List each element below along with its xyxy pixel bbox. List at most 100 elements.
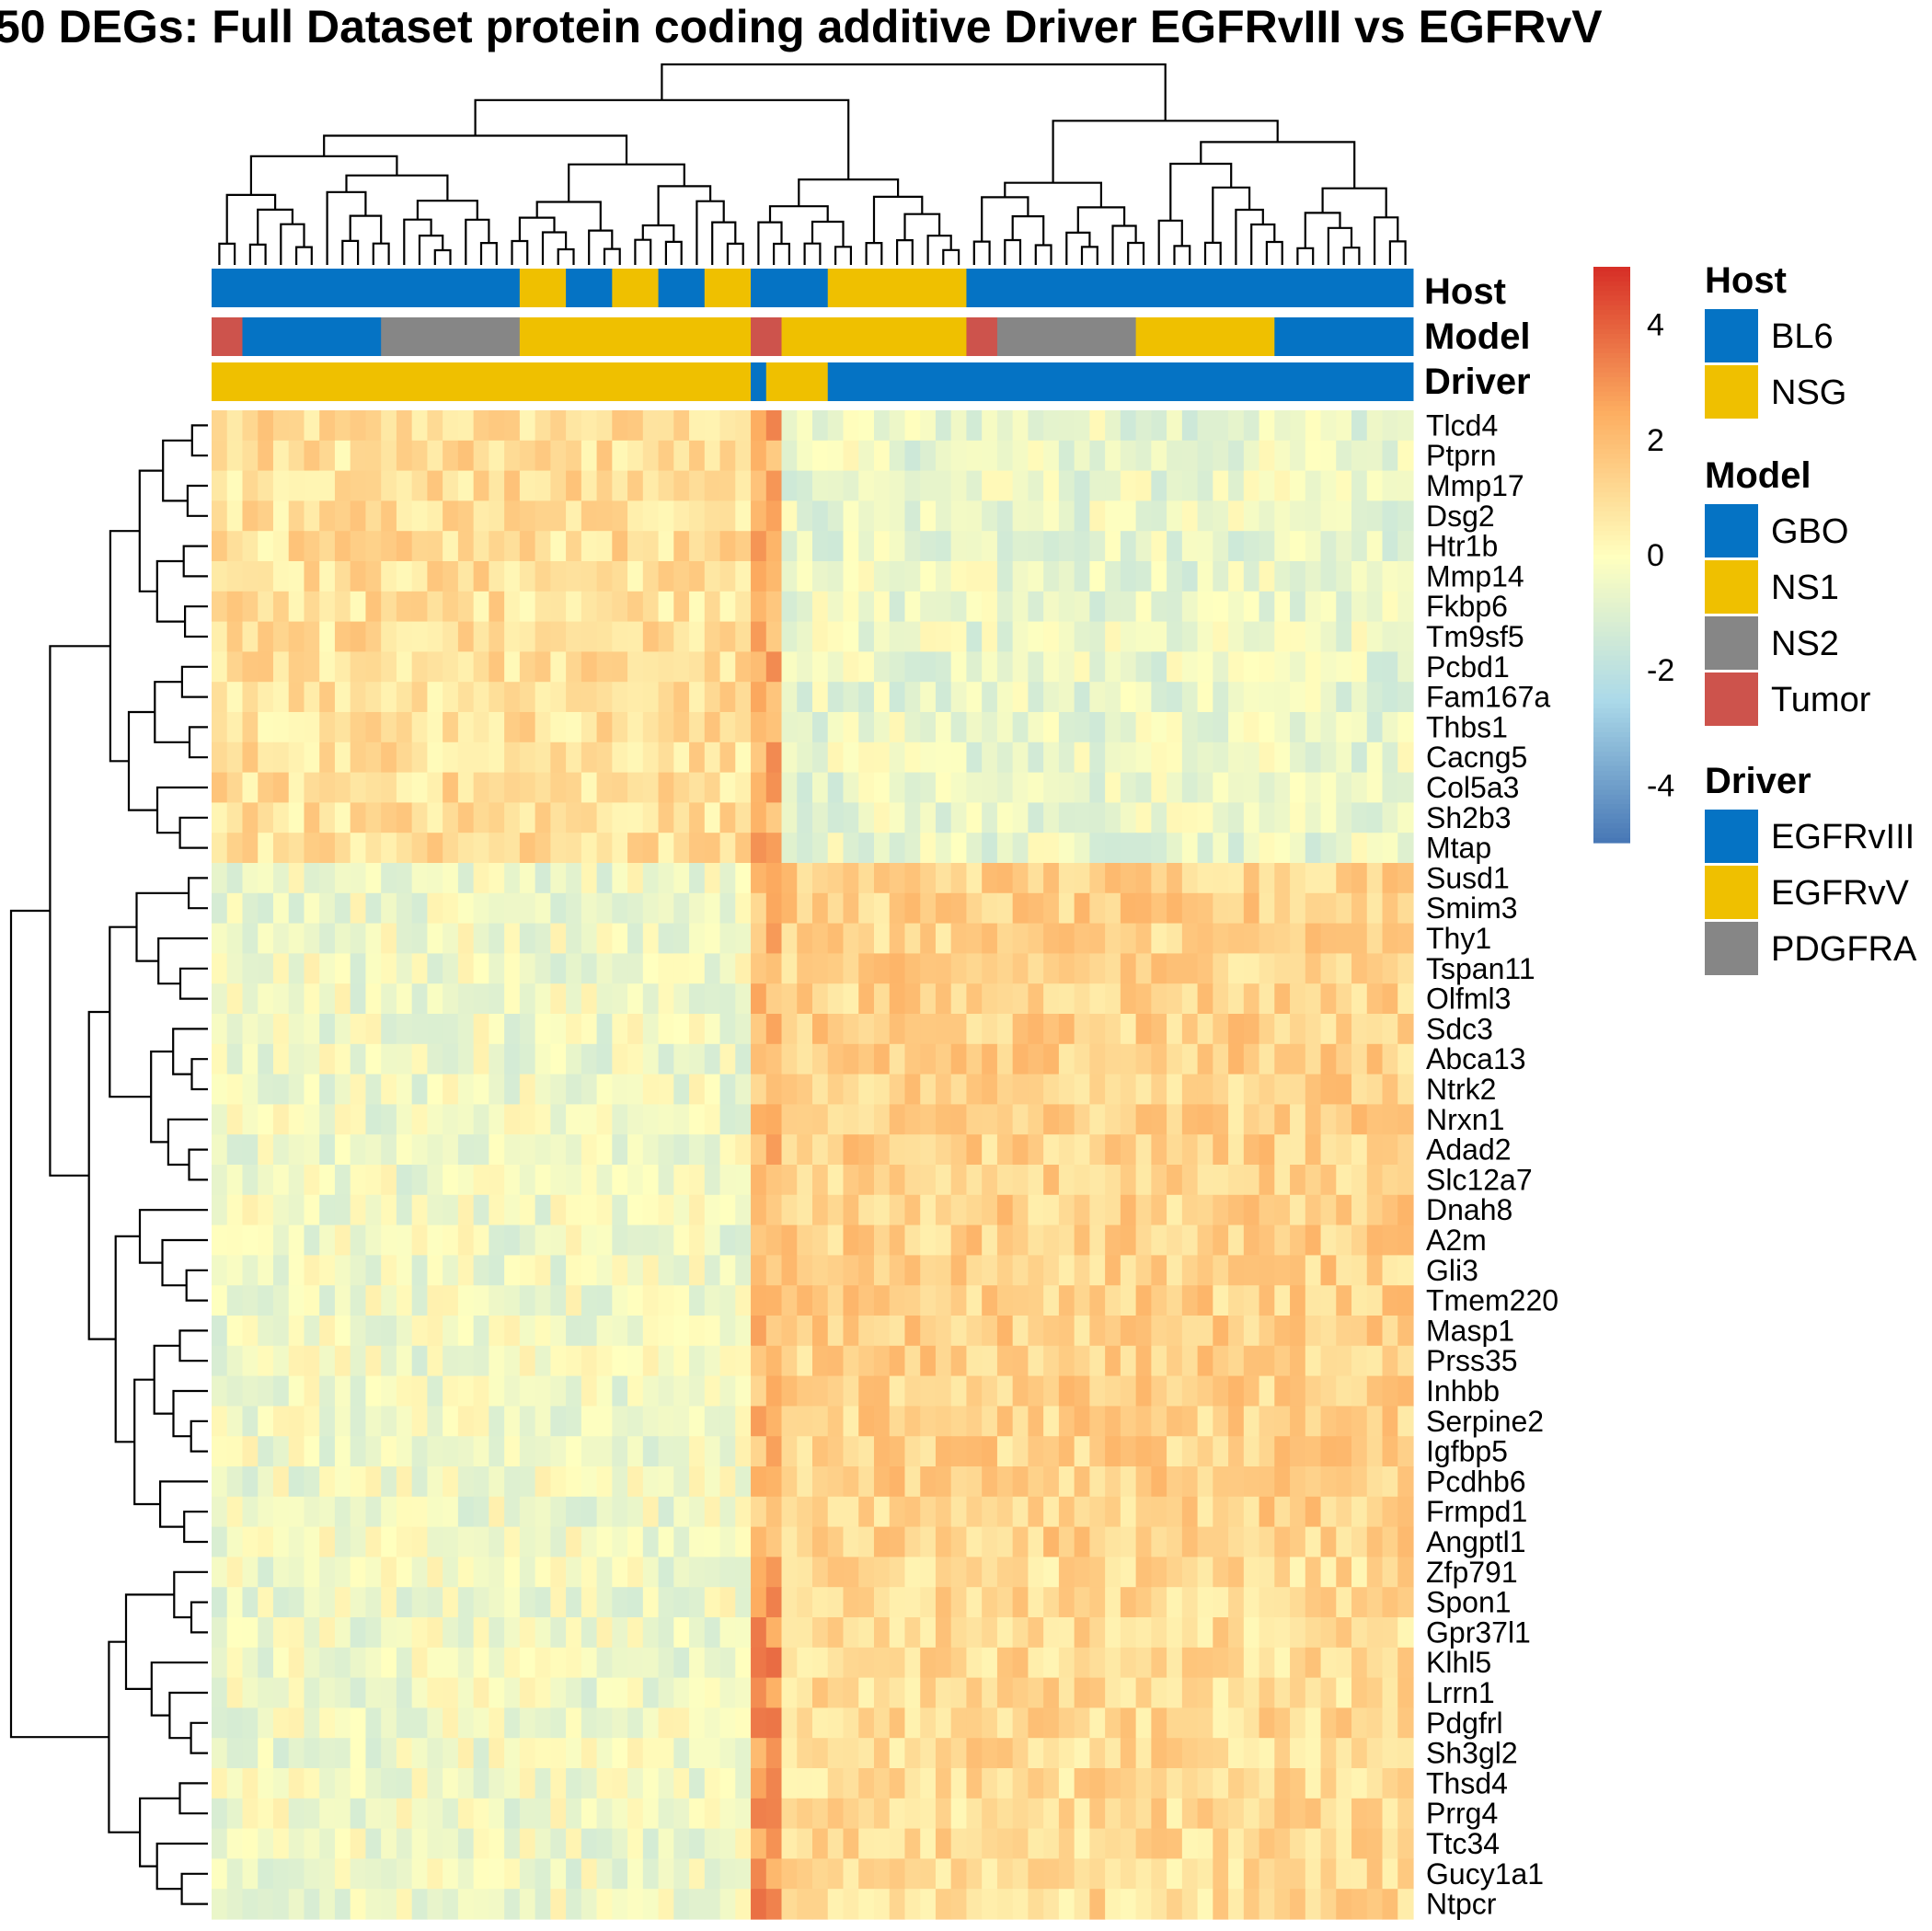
heatmap-cell <box>288 1134 305 1166</box>
heatmap-cell <box>1197 682 1213 713</box>
heatmap-cell <box>365 1738 382 1769</box>
heatmap-cell <box>1167 923 1183 954</box>
heatmap-cell <box>1043 1436 1060 1467</box>
heatmap-cell <box>1382 561 1398 592</box>
heatmap-cell <box>1181 1436 1199 1467</box>
heatmap-cell <box>704 1255 721 1286</box>
heatmap-cell <box>1336 953 1352 984</box>
heatmap-cell <box>642 863 660 894</box>
heatmap-cell <box>719 1375 736 1407</box>
heatmap-cell <box>689 1375 706 1407</box>
heatmap-cell <box>504 1104 521 1135</box>
heatmap-cell <box>873 1828 891 1859</box>
heatmap-cell <box>1089 712 1106 743</box>
heatmap-cell <box>365 1345 382 1377</box>
heatmap-cell <box>751 1316 767 1347</box>
heatmap-cell <box>950 1617 968 1649</box>
heatmap-cell <box>550 1858 567 1890</box>
heatmap-cell <box>381 1316 397 1347</box>
heatmap-cell <box>1336 470 1352 501</box>
heatmap-cell <box>427 1858 443 1890</box>
heatmap-cell <box>1028 802 1044 833</box>
annotation-model-segment <box>519 317 752 356</box>
heatmap-cell <box>1135 1858 1152 1890</box>
heatmap-cell <box>1089 1375 1106 1407</box>
heatmap-cell <box>1151 1436 1167 1467</box>
heatmap-cell <box>1105 802 1121 833</box>
heatmap-cell <box>812 1255 829 1286</box>
heatmap-cell <box>1382 1677 1398 1708</box>
heatmap-cell <box>581 1466 598 1498</box>
heatmap-cell <box>1151 1768 1167 1799</box>
heatmap-cell <box>504 1677 521 1708</box>
heatmap-cell <box>1028 682 1044 713</box>
heatmap-cell <box>827 1587 845 1618</box>
heatmap-cell <box>935 1436 952 1467</box>
heatmap-cell <box>719 561 736 592</box>
heatmap-cell <box>242 1165 259 1196</box>
heatmap-cell <box>288 772 305 803</box>
heatmap-cell <box>443 621 459 652</box>
heatmap-cell <box>304 1707 320 1739</box>
heatmap-cell <box>1058 1285 1075 1316</box>
heatmap-cell <box>1336 1014 1352 1045</box>
heatmap-cell <box>966 1587 983 1618</box>
heatmap-cell <box>751 1738 767 1769</box>
row-dendrogram-branch <box>109 925 152 1098</box>
heatmap-cell <box>765 1194 783 1226</box>
heatmap-cell <box>427 1043 443 1075</box>
heatmap-cell <box>1320 1798 1337 1830</box>
heatmap-cell <box>966 1889 983 1920</box>
heatmap-cell <box>1382 1557 1398 1588</box>
heatmap-cell <box>1105 923 1121 954</box>
heatmap-cell <box>996 651 1014 683</box>
heatmap-cell <box>765 741 783 774</box>
heatmap-cell <box>1351 1194 1368 1226</box>
heatmap-cell <box>288 531 305 562</box>
heatmap-cell <box>843 802 859 833</box>
heatmap-cell <box>535 1587 551 1618</box>
heatmap-cell <box>1181 591 1199 623</box>
heatmap-cell <box>581 1587 598 1618</box>
heatmap-cell <box>1120 1707 1137 1739</box>
heatmap-cell <box>982 1858 998 1890</box>
heatmap-cell <box>843 500 859 532</box>
heatmap-cell <box>1366 1768 1384 1799</box>
heatmap-cell <box>427 1194 443 1226</box>
color-scale-step <box>1593 684 1630 690</box>
heatmap-cell <box>935 863 952 894</box>
heatmap-cell <box>689 470 706 501</box>
color-scale-step <box>1593 660 1630 666</box>
heatmap-cell <box>1089 802 1106 833</box>
heatmap-cell <box>242 983 259 1015</box>
heatmap-cell <box>365 923 382 954</box>
heatmap-cell <box>719 741 736 774</box>
heatmap-cell <box>1120 1014 1137 1045</box>
heatmap-cell <box>1012 651 1029 683</box>
heatmap-cell <box>365 772 382 803</box>
heatmap-cell <box>812 1345 829 1377</box>
heatmap-cell <box>427 621 443 652</box>
heatmap-cell <box>334 1375 351 1407</box>
heatmap-cell <box>272 470 290 501</box>
heatmap-cell <box>1043 1738 1060 1769</box>
heatmap-cell <box>519 1406 536 1437</box>
heatmap-cell <box>1012 923 1029 954</box>
heatmap-cell <box>1120 1526 1137 1557</box>
heatmap-cell <box>858 1889 875 1920</box>
heatmap-cell <box>489 1165 505 1196</box>
heatmap-cell <box>396 1557 413 1588</box>
heatmap-cell <box>1213 1285 1229 1316</box>
heatmap-cell <box>1167 410 1183 442</box>
heatmap-cell <box>365 1194 382 1226</box>
heatmap-cell <box>982 1617 998 1649</box>
heatmap-cell <box>1305 983 1322 1015</box>
heatmap-cell <box>1228 1043 1245 1075</box>
heatmap-cell <box>1274 1074 1291 1105</box>
heatmap-cell <box>1259 1526 1275 1557</box>
heatmap-cell <box>673 772 690 803</box>
heatmap-cell <box>843 1406 859 1437</box>
heatmap-cell <box>334 1316 351 1347</box>
heatmap-cell <box>751 1466 767 1498</box>
heatmap-cell <box>519 1587 536 1618</box>
